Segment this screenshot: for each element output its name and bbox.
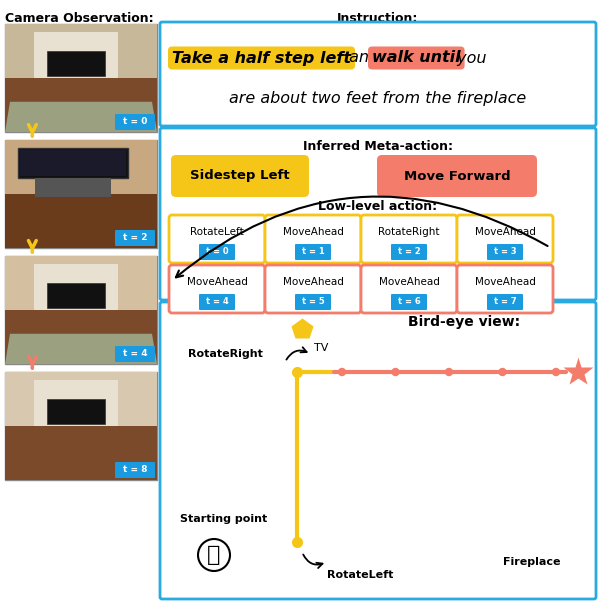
FancyBboxPatch shape xyxy=(160,128,596,300)
Text: MoveAhead: MoveAhead xyxy=(282,277,343,287)
Text: walk until: walk until xyxy=(372,51,461,66)
Text: t = 5: t = 5 xyxy=(302,297,324,306)
FancyBboxPatch shape xyxy=(295,244,331,260)
Text: RotateRight: RotateRight xyxy=(378,227,439,237)
FancyBboxPatch shape xyxy=(5,24,157,78)
FancyBboxPatch shape xyxy=(47,283,105,308)
Text: and: and xyxy=(344,51,384,66)
Text: Camera Observation:: Camera Observation: xyxy=(5,12,154,25)
FancyBboxPatch shape xyxy=(47,399,105,424)
Text: t = 2: t = 2 xyxy=(398,247,420,256)
Text: you: you xyxy=(452,51,486,66)
FancyBboxPatch shape xyxy=(391,294,427,310)
Text: RotateLeft: RotateLeft xyxy=(190,227,244,237)
FancyArrowPatch shape xyxy=(287,347,306,359)
FancyBboxPatch shape xyxy=(115,462,155,478)
FancyBboxPatch shape xyxy=(199,294,235,310)
Text: t = 2: t = 2 xyxy=(123,234,147,243)
FancyBboxPatch shape xyxy=(377,155,537,197)
FancyBboxPatch shape xyxy=(169,215,265,263)
Text: t = 1: t = 1 xyxy=(302,247,324,256)
FancyBboxPatch shape xyxy=(5,372,157,426)
Text: are about two feet from the fireplace: are about two feet from the fireplace xyxy=(229,90,527,105)
Text: t = 4: t = 4 xyxy=(206,297,228,306)
FancyBboxPatch shape xyxy=(5,310,157,364)
FancyBboxPatch shape xyxy=(5,78,157,132)
Text: t = 3: t = 3 xyxy=(494,247,517,256)
FancyArrowPatch shape xyxy=(303,554,323,568)
FancyBboxPatch shape xyxy=(487,244,523,260)
FancyBboxPatch shape xyxy=(5,256,157,310)
Text: t = 0: t = 0 xyxy=(206,247,228,256)
Polygon shape xyxy=(5,102,157,132)
Text: t = 7: t = 7 xyxy=(494,297,517,306)
FancyBboxPatch shape xyxy=(35,178,111,197)
Text: t = 6: t = 6 xyxy=(398,297,420,306)
Text: MoveAhead: MoveAhead xyxy=(187,277,247,287)
Text: RotateRight: RotateRight xyxy=(188,349,263,359)
Text: Sidestep Left: Sidestep Left xyxy=(190,170,290,182)
Text: t = 0: t = 0 xyxy=(123,117,147,126)
Text: Fireplace: Fireplace xyxy=(503,557,560,567)
FancyBboxPatch shape xyxy=(34,32,118,78)
Text: Starting point: Starting point xyxy=(180,514,267,524)
Text: Take a half step left: Take a half step left xyxy=(172,51,351,66)
FancyBboxPatch shape xyxy=(169,265,265,313)
Text: Inferred Meta-action:: Inferred Meta-action: xyxy=(303,140,453,152)
Text: MoveAhead: MoveAhead xyxy=(474,277,535,287)
FancyBboxPatch shape xyxy=(115,346,155,362)
FancyBboxPatch shape xyxy=(115,230,155,246)
Text: RotateLeft: RotateLeft xyxy=(327,570,393,580)
Text: Low-level action:: Low-level action: xyxy=(318,199,438,213)
Text: MoveAhead: MoveAhead xyxy=(474,227,535,237)
FancyBboxPatch shape xyxy=(295,294,331,310)
FancyBboxPatch shape xyxy=(265,265,361,313)
FancyBboxPatch shape xyxy=(361,215,457,263)
Text: MoveAhead: MoveAhead xyxy=(282,227,343,237)
Text: t = 4: t = 4 xyxy=(123,350,147,359)
FancyBboxPatch shape xyxy=(34,264,118,310)
FancyBboxPatch shape xyxy=(487,294,523,310)
Text: Move Forward: Move Forward xyxy=(404,170,510,182)
FancyBboxPatch shape xyxy=(361,265,457,313)
Polygon shape xyxy=(5,334,157,364)
Text: Bird-eye view:: Bird-eye view: xyxy=(408,315,521,329)
FancyBboxPatch shape xyxy=(391,244,427,260)
FancyArrowPatch shape xyxy=(176,196,548,278)
Text: t = 8: t = 8 xyxy=(123,465,147,474)
FancyBboxPatch shape xyxy=(265,215,361,263)
FancyBboxPatch shape xyxy=(457,265,553,313)
FancyBboxPatch shape xyxy=(160,302,596,599)
FancyBboxPatch shape xyxy=(5,194,157,248)
FancyBboxPatch shape xyxy=(171,155,309,197)
Circle shape xyxy=(392,368,399,376)
Circle shape xyxy=(499,368,506,376)
Circle shape xyxy=(445,368,453,376)
Circle shape xyxy=(338,368,346,376)
FancyBboxPatch shape xyxy=(47,51,105,76)
FancyBboxPatch shape xyxy=(5,256,157,364)
FancyBboxPatch shape xyxy=(5,140,157,194)
Text: MoveAhead: MoveAhead xyxy=(379,277,439,287)
FancyBboxPatch shape xyxy=(20,150,126,176)
FancyBboxPatch shape xyxy=(115,114,155,130)
Text: TV: TV xyxy=(314,343,328,353)
FancyBboxPatch shape xyxy=(5,372,157,480)
FancyBboxPatch shape xyxy=(199,244,235,260)
FancyBboxPatch shape xyxy=(160,22,596,126)
FancyBboxPatch shape xyxy=(5,426,157,480)
FancyBboxPatch shape xyxy=(34,380,118,426)
FancyBboxPatch shape xyxy=(457,215,553,263)
Text: 🤖: 🤖 xyxy=(207,545,221,565)
Text: Instruction:: Instruction: xyxy=(337,12,418,25)
FancyBboxPatch shape xyxy=(5,24,157,132)
Circle shape xyxy=(553,368,559,376)
FancyBboxPatch shape xyxy=(5,140,157,248)
FancyBboxPatch shape xyxy=(18,148,128,178)
